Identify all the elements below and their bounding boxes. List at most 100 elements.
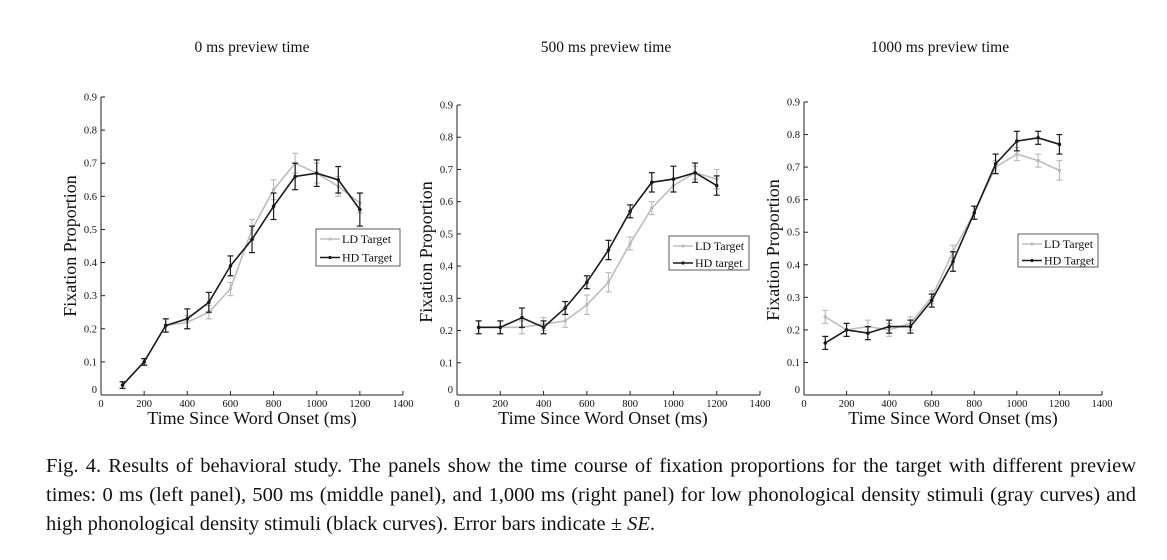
caption-text: Fig. 4. Results of behavioral study. The… xyxy=(46,455,1136,535)
data-point xyxy=(1036,158,1040,163)
y-tick-label: 0.6 xyxy=(440,197,453,208)
legend-marker xyxy=(328,237,332,241)
data-point xyxy=(649,180,654,185)
series-hd xyxy=(119,159,363,389)
x-tick-label: 400 xyxy=(536,399,552,410)
y-tick-label: 0.8 xyxy=(787,130,800,141)
y-tick-label: 0.2 xyxy=(440,326,453,337)
data-point xyxy=(585,302,589,307)
series-line xyxy=(122,172,361,386)
y-tick-label: 0 xyxy=(92,385,97,396)
y-tick-label: 0.1 xyxy=(84,357,97,368)
data-point xyxy=(606,248,611,252)
x-tick-label: 1200 xyxy=(1049,399,1070,410)
data-point xyxy=(693,170,697,175)
x-tick-label: 400 xyxy=(179,399,195,410)
data-point xyxy=(476,325,481,330)
data-point xyxy=(866,331,870,335)
data-point xyxy=(293,174,297,179)
y-tick-label: 0.7 xyxy=(84,159,97,170)
x-axis-label: Time Since Word Onset (ms) xyxy=(848,408,1058,429)
figure-charts: 0 ms preview time 0 0.1 0.2 0.3 0.4 0.5 0.6 0.7 0… xyxy=(60,39,1113,429)
chart-title: 0 ms preview time xyxy=(195,39,310,56)
data-point xyxy=(585,280,589,285)
data-point xyxy=(541,325,546,330)
legend-label: HD Target xyxy=(342,251,393,265)
x-tick-label: 600 xyxy=(579,399,595,410)
data-point xyxy=(993,162,998,166)
y-tick-label: 0.4 xyxy=(440,262,454,273)
data-point xyxy=(163,323,168,328)
data-point xyxy=(142,360,146,364)
y-tick-label: 0.8 xyxy=(440,133,453,144)
legend-marker xyxy=(1030,242,1034,246)
legend-marker xyxy=(681,261,685,265)
data-point xyxy=(887,324,891,329)
series-line xyxy=(824,136,1060,344)
x-tick-label: 1200 xyxy=(349,399,370,410)
y-axis-label: Fixation Proportion xyxy=(416,181,436,323)
y-tick-label: 0.3 xyxy=(84,291,97,302)
y-axis-label: Fixation Proportion xyxy=(60,175,80,317)
data-point xyxy=(1015,139,1019,143)
y-tick-label: 0.4 xyxy=(787,260,801,271)
data-point xyxy=(628,241,632,246)
data-point xyxy=(336,177,341,182)
chart-panel-1: 0 ms preview time 0 0.1 0.2 0.3 0.4 0.5 0.6 0.7 0… xyxy=(60,39,414,429)
x-tick-label: 1400 xyxy=(1092,399,1113,410)
legend-label: HD Target xyxy=(1044,254,1095,268)
data-point xyxy=(120,383,125,387)
legend-label: LD Target xyxy=(695,239,745,253)
series-line xyxy=(478,171,717,329)
y-tick-label: 0.5 xyxy=(787,228,800,239)
x-tick-label: 1200 xyxy=(706,399,727,410)
data-point xyxy=(972,210,977,215)
data-point xyxy=(1015,152,1019,156)
y-tick-label: 0.7 xyxy=(787,163,800,174)
legend: LD Target HD Target xyxy=(315,228,401,267)
x-tick-label: 1000 xyxy=(1006,399,1027,410)
chart-title: 500 ms preview time xyxy=(541,39,672,56)
series-line xyxy=(478,171,718,329)
y-tick-label: 0.5 xyxy=(440,229,453,240)
y-tick-label: 0.2 xyxy=(84,324,97,335)
x-tick-label: 1000 xyxy=(306,399,327,410)
x-tick-label: 1400 xyxy=(750,399,771,410)
x-tick-label: 0 xyxy=(454,399,459,410)
y-tick-label: 0.8 xyxy=(84,126,97,137)
x-tick-label: 0 xyxy=(98,399,103,410)
data-point xyxy=(951,259,955,264)
y-tick-label: 0.2 xyxy=(787,325,800,336)
data-point xyxy=(185,317,190,321)
legend: LD Target HD target xyxy=(668,235,750,271)
data-point xyxy=(228,264,233,268)
legend-box xyxy=(1017,233,1099,268)
legend-box xyxy=(315,228,401,267)
figure-caption: Fig. 4. Results of behavioral study. The… xyxy=(46,452,1136,539)
x-tick-label: 1000 xyxy=(663,399,684,410)
series-line xyxy=(122,162,361,386)
legend-marker xyxy=(328,255,332,260)
legend: LD Target HD Target xyxy=(1017,233,1099,268)
y-tick-label: 0.6 xyxy=(787,195,800,206)
legend-label: LD Target xyxy=(1044,237,1094,251)
data-point xyxy=(671,177,676,181)
legend-marker xyxy=(1030,258,1034,263)
data-point xyxy=(520,315,524,320)
legend-label: LD Target xyxy=(342,232,392,246)
x-tick-label: 600 xyxy=(223,399,239,410)
data-point xyxy=(1057,168,1062,173)
data-point xyxy=(823,315,828,319)
chart-panel-2: 500 ms preview time 0 0.1 0.2 0.3 0.4 0.5 0.6 0.… xyxy=(416,39,771,429)
data-point xyxy=(271,187,276,192)
x-tick-label: 400 xyxy=(881,399,897,410)
data-point xyxy=(844,328,849,332)
chart-title: 1000 ms preview time xyxy=(871,39,1009,56)
y-tick-label: 0.3 xyxy=(787,293,800,304)
x-tick-label: 200 xyxy=(839,399,855,410)
data-point xyxy=(250,237,254,242)
y-tick-label: 0.4 xyxy=(84,258,98,269)
data-point xyxy=(823,341,828,345)
data-point xyxy=(271,204,276,209)
series-hd xyxy=(475,162,720,335)
